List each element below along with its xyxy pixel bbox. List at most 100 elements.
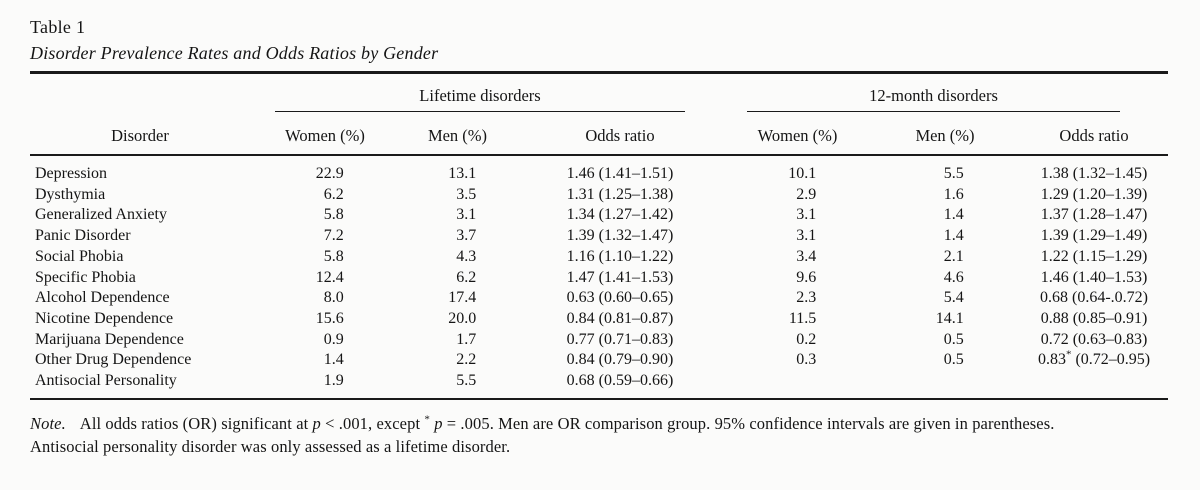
value-cell: 6.2	[323, 185, 344, 203]
value-cell: 5.5	[456, 372, 477, 390]
value-cell: 0.88 (0.85–0.91)	[1040, 309, 1148, 327]
value-cell: 0.3	[796, 351, 817, 369]
value-cell: 0.72 (0.63–0.83)	[1040, 330, 1148, 348]
value-cell: 1.4	[943, 206, 964, 224]
table-header: Lifetime disorders 12-month disorders Di…	[30, 73, 1169, 156]
value-cell: 1.4	[323, 351, 344, 369]
spanner-row: Lifetime disorders 12-month disorders	[30, 73, 1168, 113]
note-segment: < .001, except	[320, 413, 425, 433]
note-line-2: Antisocial personality disorder was only…	[30, 436, 511, 456]
table-body: Depression 22.9 13.1 1.46 (1.41–1.51) 10.1 5.…	[30, 155, 1169, 399]
value-cell: 1.38 (1.32–1.45)	[1040, 165, 1148, 182]
table-row: Nicotine Dependence 15.6 20.0 0.84 (0.81–0.…	[30, 309, 1168, 330]
note-segment: All odds ratios (OR) significant at	[79, 413, 313, 433]
column-header-women-12month: Women (%)	[725, 112, 870, 156]
table-note: Note. All odds ratios (OR) significant at…	[30, 412, 1168, 458]
table-number: Table 1	[30, 17, 86, 37]
value-cell: 1.47 (1.41–1.53)	[566, 268, 674, 286]
value-cell: 1.4	[943, 227, 964, 245]
value-cell: 1.46 (1.41–1.51)	[566, 165, 674, 182]
column-header-men-lifetime: Men (%)	[400, 112, 515, 156]
value-cell: 11.5	[788, 309, 817, 327]
value-cell: 3.1	[796, 227, 817, 245]
value-cell: 9.6	[796, 268, 817, 286]
disorder-cell: Dysthymia	[35, 185, 106, 203]
spanner-12month-label: 12-month disorders	[747, 86, 1121, 112]
value-cell: 0.68 (0.64-.0.72)	[1040, 289, 1148, 307]
table-row: Other Drug Dependence 1.4 2.2 0.84 (0.79–0.…	[30, 350, 1168, 371]
value-cell: 15.6	[315, 309, 344, 327]
table-row: Dysthymia 6.2 3.5 1.31 (1.25–1.38) 2.9 1.6 1.2…	[30, 185, 1168, 206]
value-cell: 2.2	[456, 351, 477, 369]
value-cell: 1.39 (1.29–1.49)	[1040, 227, 1148, 245]
value-cell: 1.22 (1.15–1.29)	[1040, 247, 1148, 265]
value-cell: 1.29 (1.20–1.39)	[1040, 185, 1148, 203]
table-title: Disorder Prevalence Rates and Odds Ratio…	[30, 43, 439, 63]
note-segment: p	[434, 413, 443, 433]
table-caption: Table 1 Disorder Prevalence Rates and Od…	[30, 14, 1168, 66]
value-cell: 12.4	[315, 268, 344, 286]
value-cell	[725, 371, 870, 399]
disorder-cell: Antisocial Personality	[35, 372, 177, 390]
value-cell: 22.9	[315, 165, 344, 182]
column-header-men-12month: Men (%)	[870, 112, 1020, 156]
table-row: Depression 22.9 13.1 1.46 (1.41–1.51) 10.1 5.…	[30, 155, 1168, 185]
table-row: Specific Phobia 12.4 6.2 1.47 (1.41–1.53) 9.…	[30, 268, 1168, 289]
value-cell: 8.0	[323, 289, 344, 307]
table-row: Social Phobia 5.8 4.3 1.16 (1.10–1.22) 3.4 2.…	[30, 247, 1168, 268]
value-cell: 1.9	[323, 372, 344, 390]
value-cell: 1.39 (1.32–1.47)	[566, 227, 674, 245]
value-cell: 0.84 (0.79–0.90)	[566, 351, 674, 369]
data-table: Lifetime disorders 12-month disorders Di…	[30, 71, 1169, 400]
value-cell: 7.2	[323, 227, 344, 245]
spanner-empty	[30, 73, 250, 113]
value-cell: 2.9	[796, 185, 817, 203]
value-cell: 10.1	[788, 165, 817, 182]
spanner-12month-cell: 12-month disorders	[725, 73, 1168, 112]
value-cell: 13.1	[448, 165, 477, 182]
value-cell: 1.37 (1.28–1.47)	[1040, 206, 1148, 224]
note-segment: = .005. Men are OR comparison group. 95%…	[442, 413, 1055, 433]
value-cell: 1.16 (1.10–1.22)	[566, 247, 674, 265]
value-cell: 0.2	[796, 330, 817, 348]
note-line-1: Note. All odds ratios (OR) significant at…	[30, 412, 1168, 435]
value-cell: 3.5	[456, 185, 477, 203]
value-cell: 1.7	[456, 330, 477, 348]
column-header-women-lifetime: Women (%)	[250, 112, 400, 156]
disorder-cell: Depression	[35, 165, 107, 182]
note-segment: p	[312, 413, 321, 433]
table-row: Marijuana Dependence 0.9 1.7 0.77 (0.71–0.8…	[30, 330, 1168, 351]
value-cell: 0.83* (0.72–0.95)	[1037, 349, 1151, 369]
value-cell: 5.8	[323, 206, 344, 224]
value-cell: 0.9	[323, 330, 344, 348]
disorder-cell: Alcohol Dependence	[35, 289, 170, 307]
value-cell: 0.68 (0.59–0.66)	[566, 372, 674, 390]
value-cell: 0.77 (0.71–0.83)	[566, 330, 674, 348]
value-cell	[1020, 371, 1168, 399]
table-row: Antisocial Personality 1.9 5.5 0.68 (0.59–0…	[30, 371, 1168, 399]
disorder-cell: Other Drug Dependence	[35, 351, 192, 369]
column-header-odds-lifetime: Odds ratio	[515, 112, 725, 156]
value-cell: 0.5	[943, 351, 964, 369]
value-cell: 0.63 (0.60–0.65)	[566, 289, 674, 307]
value-cell: 4.3	[456, 247, 477, 265]
value-cell: 1.31 (1.25–1.38)	[566, 185, 674, 203]
spanner-lifetime-label: Lifetime disorders	[275, 86, 685, 112]
value-cell: 1.34 (1.27–1.42)	[566, 206, 674, 224]
value-cell: 17.4	[448, 289, 477, 307]
note-segment: *	[424, 413, 430, 426]
value-cell: 3.4	[796, 247, 817, 265]
value-cell: 3.1	[796, 206, 817, 224]
value-cell	[870, 371, 1020, 399]
value-cell: 5.5	[943, 165, 964, 182]
disorder-cell: Panic Disorder	[35, 227, 131, 245]
value-cell: 3.7	[456, 227, 477, 245]
value-cell: 0.84 (0.81–0.87)	[566, 309, 674, 327]
column-header-disorder: Disorder	[30, 112, 250, 156]
value-cell: 1.6	[943, 185, 964, 203]
value-cell: 5.4	[943, 289, 964, 307]
value-cell: 20.0	[448, 309, 477, 327]
column-header-row: Disorder Women (%) Men (%) Odds ratio Wo…	[30, 112, 1169, 156]
value-cell: 5.8	[323, 247, 344, 265]
